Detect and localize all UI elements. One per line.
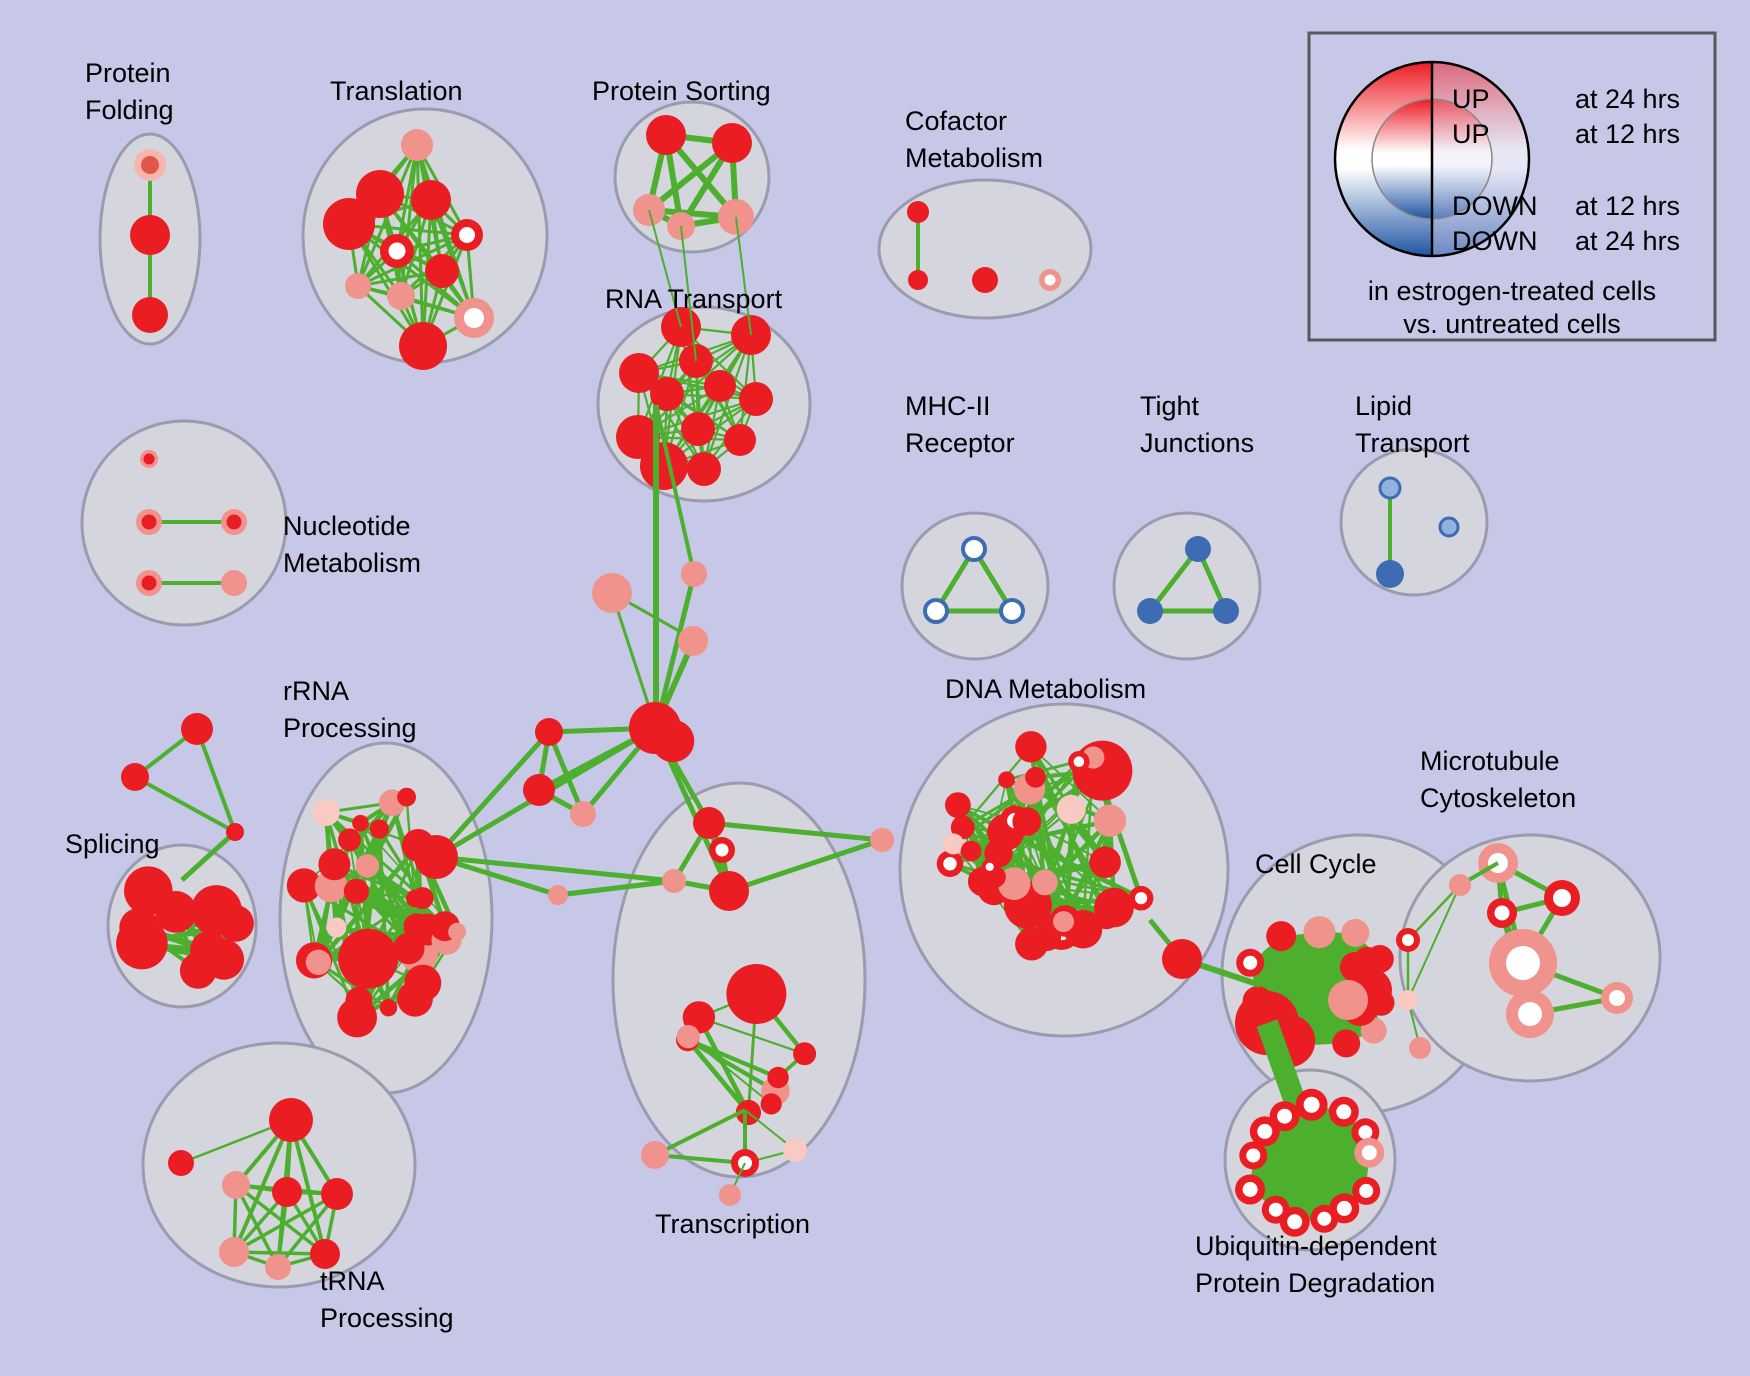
svg-text:RNA Transport: RNA Transport	[605, 284, 783, 314]
svg-text:DNA Metabolism: DNA Metabolism	[945, 674, 1146, 704]
svg-text:Cell Cycle: Cell Cycle	[1255, 849, 1377, 879]
svg-text:Translation: Translation	[330, 76, 463, 106]
svg-text:Cofactor: Cofactor	[905, 106, 1007, 136]
svg-text:at 12 hrs: at 12 hrs	[1575, 191, 1680, 221]
svg-text:Protein Sorting: Protein Sorting	[592, 76, 771, 106]
svg-text:tRNA: tRNA	[320, 1266, 385, 1296]
svg-text:Junctions: Junctions	[1140, 428, 1254, 458]
svg-text:Transcription: Transcription	[655, 1209, 810, 1239]
svg-text:at 24 hrs: at 24 hrs	[1575, 84, 1680, 114]
svg-text:Metabolism: Metabolism	[905, 143, 1043, 173]
svg-text:Metabolism: Metabolism	[283, 548, 421, 578]
svg-text:UP: UP	[1452, 84, 1490, 114]
svg-text:Lipid: Lipid	[1355, 391, 1412, 421]
svg-text:MHC-II: MHC-II	[905, 391, 990, 421]
svg-text:Receptor: Receptor	[905, 428, 1015, 458]
svg-text:Ubiquitin-dependent: Ubiquitin-dependent	[1195, 1231, 1437, 1261]
svg-text:in estrogen-treated cells: in estrogen-treated cells	[1368, 276, 1656, 306]
svg-text:Processing: Processing	[320, 1303, 454, 1333]
svg-text:Cytoskeleton: Cytoskeleton	[1420, 783, 1576, 813]
svg-text:at 12 hrs: at 12 hrs	[1575, 119, 1680, 149]
svg-text:UP: UP	[1452, 119, 1490, 149]
svg-text:at 24 hrs: at 24 hrs	[1575, 226, 1680, 256]
svg-text:Transport: Transport	[1355, 428, 1470, 458]
svg-text:Protein Degradation: Protein Degradation	[1195, 1268, 1435, 1298]
svg-text:Tight: Tight	[1140, 391, 1200, 421]
svg-text:Microtubule: Microtubule	[1420, 746, 1560, 776]
svg-text:Splicing: Splicing	[65, 829, 160, 859]
svg-text:Protein: Protein	[85, 58, 171, 88]
svg-text:rRNA: rRNA	[283, 676, 349, 706]
svg-text:vs. untreated cells: vs. untreated cells	[1403, 309, 1621, 339]
svg-text:Processing: Processing	[283, 713, 417, 743]
svg-text:DOWN: DOWN	[1452, 191, 1537, 221]
svg-text:Folding: Folding	[85, 95, 174, 125]
svg-text:Nucleotide: Nucleotide	[283, 511, 411, 541]
svg-text:DOWN: DOWN	[1452, 226, 1537, 256]
